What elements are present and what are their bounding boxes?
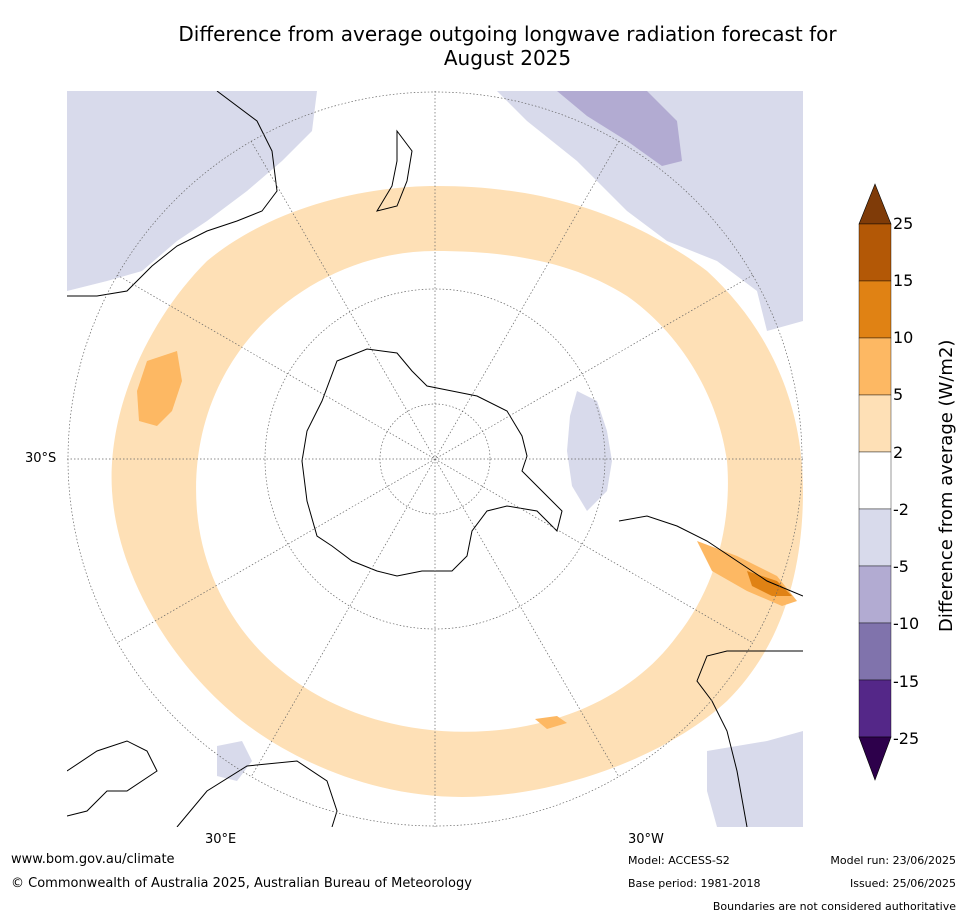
colorbar-bin-15-25: [858, 223, 892, 282]
website-link[interactable]: www.bom.gov.au/climate: [11, 852, 175, 867]
map-panel[interactable]: [67, 91, 803, 827]
africa-coastline: [67, 740, 338, 827]
anomaly-region-positive-south-patch: [535, 716, 567, 729]
colorbar-tick-2: 2: [893, 443, 904, 462]
colorbar-tick-m25: -25: [893, 729, 920, 748]
longitude-label-west: 30°W: [628, 832, 664, 847]
graticule: [67, 91, 803, 827]
colorbar: [855, 182, 895, 782]
colorbar-bin-m5-m2: [858, 508, 892, 567]
australia-coastline: [67, 91, 278, 297]
anomaly-region-negative-north-strong: [557, 91, 682, 166]
anomaly-region-positive-southeast-strongest: [747, 571, 792, 596]
issued-text: Issued: 25/06/2025: [849, 877, 956, 890]
base-period-text: Base period: 1981-2018: [628, 877, 761, 890]
anomaly-region-positive-west-strong: [137, 351, 182, 426]
colorbar-bin-m15-m10: [858, 622, 892, 681]
colorbar-bin-m25-m15: [858, 679, 892, 738]
colorbar-tick-m2: -2: [893, 500, 909, 519]
colorbar-over-arrow: [858, 183, 892, 225]
map-svg: [67, 91, 803, 827]
colorbar-tick-25: 25: [893, 214, 914, 233]
colorbar-tick-m10: -10: [893, 614, 920, 633]
colorbar-tick-10: 10: [893, 328, 914, 347]
colorbar-under-arrow: [858, 736, 892, 781]
colorbar-tick-15: 15: [893, 271, 914, 290]
colorbar-bin-2-5: [858, 394, 892, 453]
colorbar-bin-m10-m5: [858, 565, 892, 624]
colorbar-tick-5: 5: [893, 385, 904, 404]
anomaly-region-negative-north: [497, 91, 803, 331]
title-line-2: August 2025: [443, 46, 572, 70]
anomaly-region-negative-south: [217, 741, 252, 781]
copyright-text: © Commonwealth of Australia 2025, Austra…: [11, 876, 472, 891]
colorbar-tick-m5: -5: [893, 557, 909, 576]
longitude-label-east: 30°E: [205, 832, 237, 847]
title-line-1: Difference from average outgoing longwav…: [178, 22, 837, 46]
chart-title: Difference from average outgoing longwav…: [60, 22, 955, 70]
model-text: Model: ACCESS-S2: [628, 854, 730, 867]
south-america-coastline: [618, 515, 803, 827]
colorbar-bin-neutral: [858, 451, 892, 510]
antarctica-coastline: [301, 348, 563, 577]
colorbar-bin-5-10: [858, 337, 892, 396]
latitude-label: 30°S: [25, 451, 57, 466]
colorbar-svg: [858, 183, 892, 781]
anomaly-region-negative-west: [67, 91, 317, 291]
new-zealand-coastline: [375, 129, 413, 212]
graticule-circle-2: [264, 288, 606, 630]
model-run-text: Model run: 23/06/2025: [830, 854, 956, 867]
anomaly-region-negative-southeast: [707, 731, 803, 827]
colorbar-bin-10-15: [858, 280, 892, 339]
boundaries-disclaimer: Boundaries are not considered authoritat…: [712, 900, 956, 913]
colorbar-label: Difference from average (W/m2): [936, 339, 957, 632]
colorbar-tick-m15: -15: [893, 672, 920, 691]
